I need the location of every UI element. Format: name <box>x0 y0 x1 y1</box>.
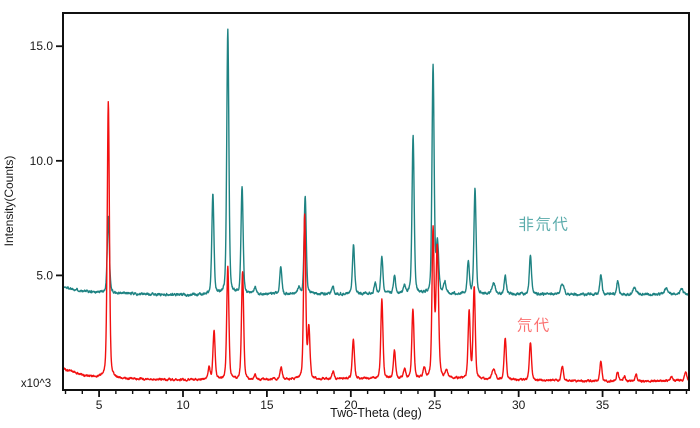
x-tick-label: 5 <box>96 398 103 412</box>
x-tick-label: 15 <box>260 398 274 412</box>
x-tick-label: 10 <box>176 398 190 412</box>
series-label-annotation: 非氘代 <box>518 216 569 234</box>
x-tick-label: 35 <box>596 398 610 412</box>
x-tick-label: 30 <box>512 398 526 412</box>
xrd-trace-non-deuterated <box>62 28 690 297</box>
series-layer <box>62 28 690 383</box>
y-tick-label: 10.0 <box>30 154 54 168</box>
y-axis-title: Intensity(Counts) <box>2 156 16 247</box>
series-label-annotation: 氘代 <box>517 316 551 334</box>
x-axis-title: Two-Theta (deg) <box>330 406 422 420</box>
y-tick-label: 5.0 <box>36 268 53 282</box>
y-axis-unit-multiplier: x10^3 <box>21 378 51 390</box>
y-tick-label: 15.0 <box>30 39 54 53</box>
xrd-trace-deuterated <box>62 101 690 383</box>
x-tick-label: 25 <box>428 398 442 412</box>
plot-frame <box>62 12 690 391</box>
x-axis-ticks: 5 10 15 20 25 30 35 <box>64 390 688 412</box>
y-axis-ticks: 5.0 10.0 15.0 <box>30 39 63 282</box>
x-tick-label: 20 <box>344 398 358 412</box>
